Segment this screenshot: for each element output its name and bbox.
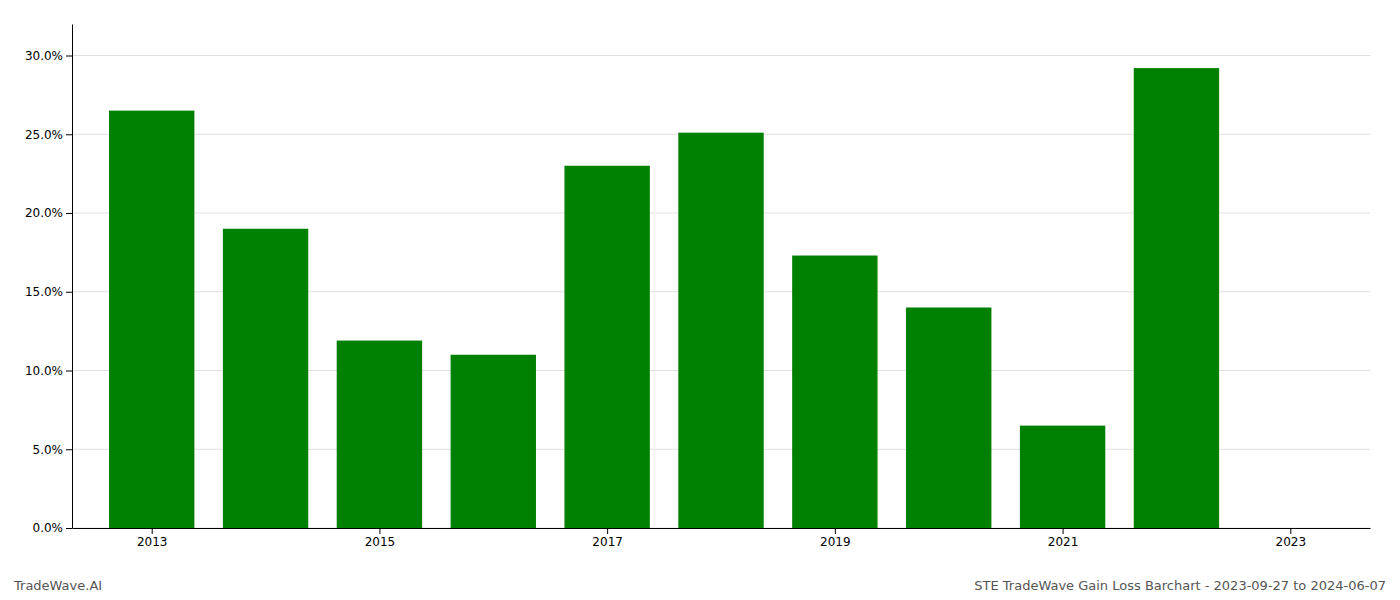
tick-mark [66,213,72,214]
tick-label: 2021 [1048,535,1079,549]
tick-mark [152,528,153,534]
x-tick: 2017 [592,528,623,549]
tick-mark [66,371,72,372]
tick-mark [66,528,72,529]
tick-label: 2015 [365,535,396,549]
x-tick: 2013 [137,528,168,549]
tick-label: 5.0% [33,443,64,457]
bar [906,308,991,529]
tick-mark [66,449,72,450]
y-tick: 15.0% [25,285,72,299]
x-tick: 2021 [1048,528,1079,549]
tick-label: 20.0% [25,206,63,220]
plot-area: 2013 2015 2017 2019 2021 2023 0.0% 5.0% 10.0% 15.… [25,25,1371,549]
tick-label: 30.0% [25,49,63,63]
tick-label: 10.0% [25,364,63,378]
x-tick: 2019 [820,528,851,549]
y-tick: 10.0% [25,364,72,378]
grid [72,56,1370,529]
axis-line [72,25,73,529]
y-axis: 0.0% 5.0% 10.0% 15.0% 20.0% 25.0% 30.0% [25,25,73,536]
tick-mark [1290,528,1291,534]
tick-mark [66,56,72,57]
tick-mark [66,134,72,135]
x-axis: 2013 2015 2017 2019 2021 2023 [73,528,1371,549]
bar [1020,426,1105,528]
tick-mark [835,528,836,534]
y-tick: 20.0% [25,206,72,220]
footer-text: TradeWave.AI [13,578,102,593]
chart-container: 2013 2015 2017 2019 2021 2023 0.0% 5.0% 10.0% 15.… [0,0,1400,600]
axis-line [73,528,1371,529]
bar [223,229,308,528]
y-tick: 0.0% [33,521,73,535]
chart-svg: 2013 2015 2017 2019 2021 2023 0.0% 5.0% 10.0% 15.… [0,0,1400,600]
tick-label: 2017 [592,535,623,549]
tick-mark [607,528,608,534]
bar [451,355,536,528]
bar [1134,68,1219,528]
tick-mark [1063,528,1064,534]
tick-label: 15.0% [25,285,63,299]
bar [109,111,194,528]
tick-label: 2023 [1276,535,1307,549]
tick-label: 2019 [820,535,851,549]
bar [678,133,763,528]
grid-line [72,55,1370,56]
bar [792,256,877,528]
y-tick: 30.0% [25,49,72,63]
bar [564,166,649,528]
footer-text: STE TradeWave Gain Loss Barchart - 2023-… [974,578,1386,593]
tick-label: 0.0% [33,521,64,535]
x-tick: 2023 [1276,528,1307,549]
y-tick: 5.0% [33,443,73,457]
tick-mark [66,292,72,293]
y-tick: 25.0% [25,128,72,142]
bar [337,341,422,528]
x-tick: 2015 [365,528,396,549]
tick-label: 2013 [137,535,168,549]
tick-label: 25.0% [25,128,63,142]
tick-mark [379,528,380,534]
bars [109,68,1219,528]
